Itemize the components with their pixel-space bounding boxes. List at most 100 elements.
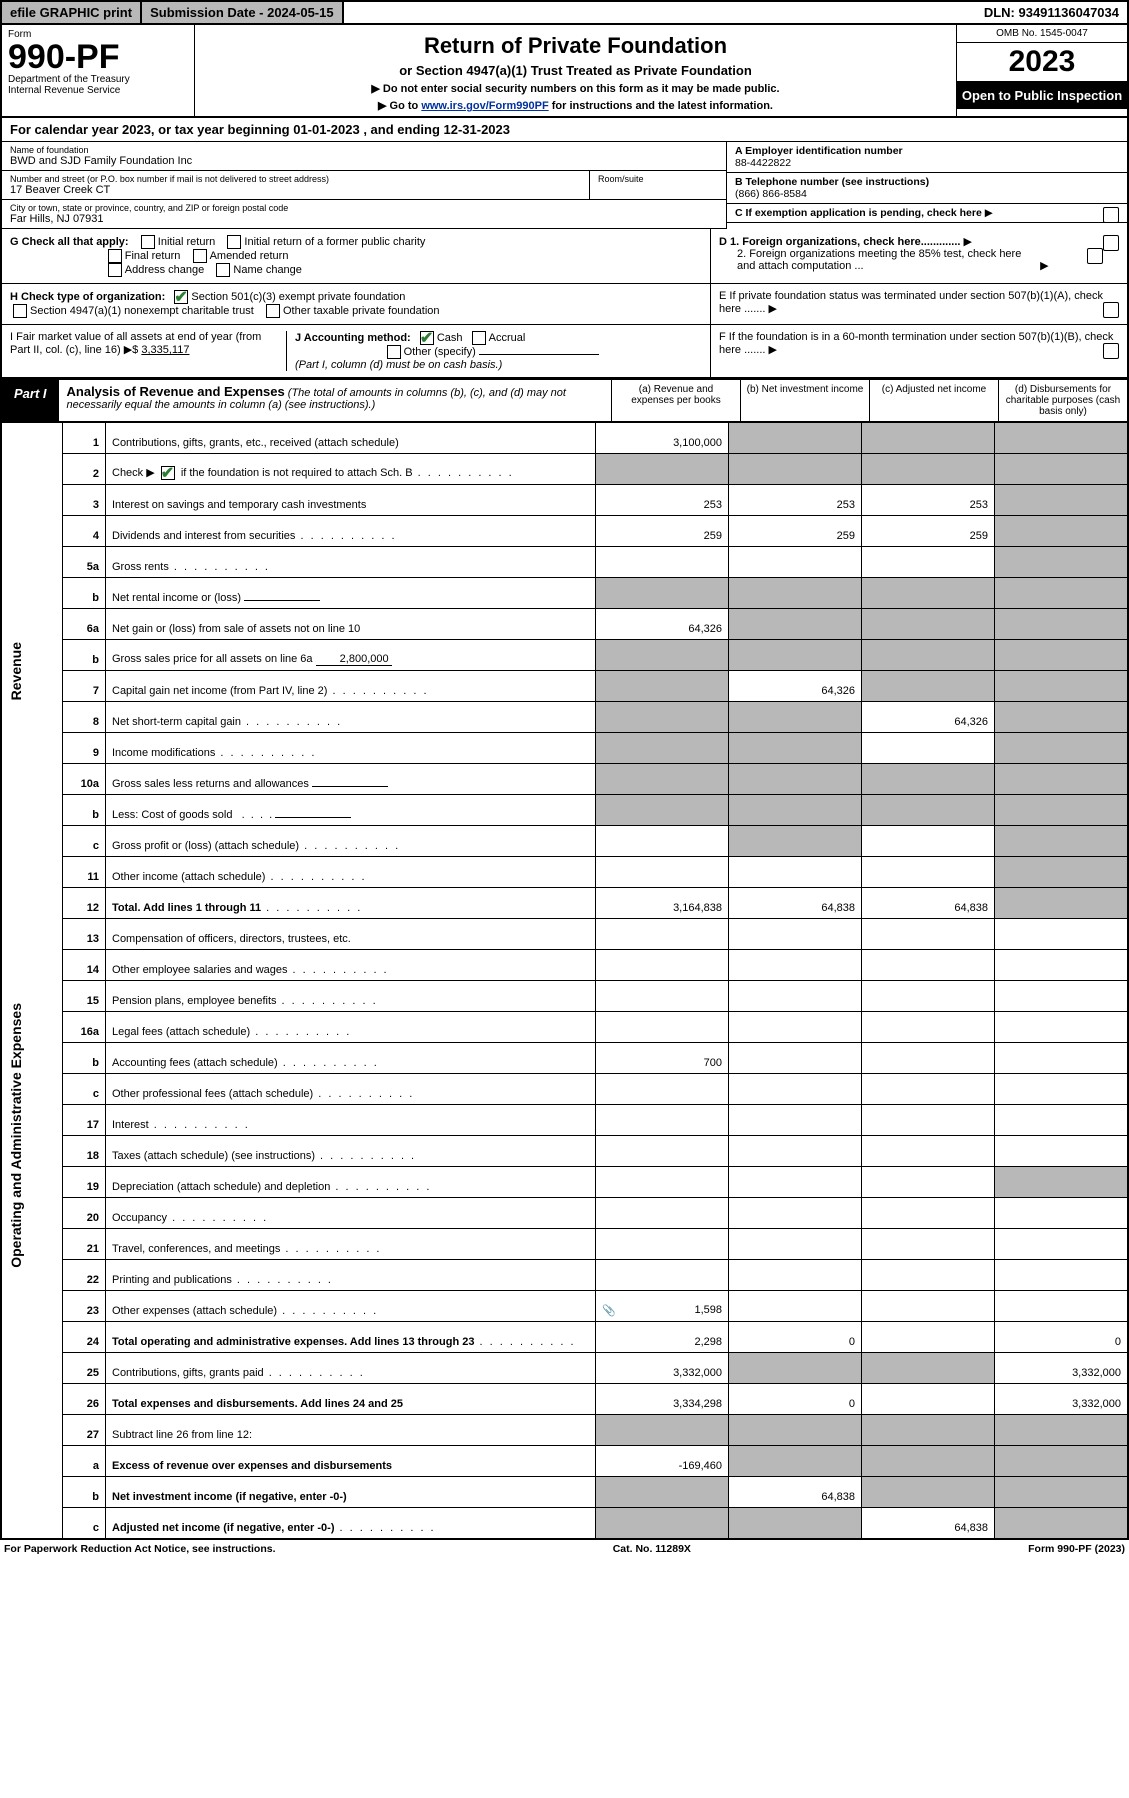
arrow-icon: ▶ xyxy=(769,303,777,315)
table-row: 27Subtract line 26 from line 12: xyxy=(1,1415,1128,1446)
table-row: 21Travel, conferences, and meetings xyxy=(1,1229,1128,1260)
instructions-link[interactable]: www.irs.gov/Form990PF xyxy=(421,100,548,112)
amt-b xyxy=(729,640,862,671)
d2-label: 2. Foreign organizations meeting the 85%… xyxy=(737,248,1037,272)
h-o3: Other taxable private foundation xyxy=(283,305,440,317)
phone-label: B Telephone number (see instructions) xyxy=(735,176,1119,188)
line-number: b xyxy=(63,795,106,826)
attachment-icon[interactable]: 📎 xyxy=(602,1304,616,1317)
line-desc: Depreciation (attach schedule) and deple… xyxy=(106,1167,596,1198)
amended-return-checkbox[interactable] xyxy=(193,249,207,263)
table-row: 9 Income modifications xyxy=(1,733,1128,764)
ein-value: 88-4422822 xyxy=(735,157,1119,169)
dln: DLN: 93491136047034 xyxy=(976,2,1127,23)
note2-post: for instructions and the latest informat… xyxy=(549,100,773,112)
table-row: 5a Gross rents xyxy=(1,547,1128,578)
open-public-inspection: Open to Public Inspection xyxy=(957,82,1127,109)
name-change-checkbox[interactable] xyxy=(216,263,230,277)
amt-c xyxy=(862,857,995,888)
amt-d xyxy=(995,826,1129,857)
page-footer: For Paperwork Reduction Act Notice, see … xyxy=(0,1540,1129,1558)
table-row: 24Total operating and administrative exp… xyxy=(1,1322,1128,1353)
final-return-checkbox[interactable] xyxy=(108,249,122,263)
address-change-checkbox[interactable] xyxy=(108,263,122,277)
col-a-header: (a) Revenue and expenses per books xyxy=(612,380,741,421)
table-row: 19Depreciation (attach schedule) and dep… xyxy=(1,1167,1128,1198)
table-row: c Gross profit or (loss) (attach schedul… xyxy=(1,826,1128,857)
amt-d xyxy=(995,671,1129,702)
initial-public-checkbox[interactable] xyxy=(227,235,241,249)
amt-d xyxy=(995,609,1129,640)
f-checkbox[interactable] xyxy=(1103,343,1119,359)
amt-d xyxy=(995,516,1129,547)
other-taxable-checkbox[interactable] xyxy=(266,304,280,318)
room-label: Room/suite xyxy=(598,174,718,184)
table-row: 12 Total. Add lines 1 through 11 3,164,8… xyxy=(1,888,1128,919)
amt-a: 253 xyxy=(596,485,729,516)
line-number: 20 xyxy=(63,1198,106,1229)
amt-c xyxy=(862,423,995,454)
other-method-checkbox[interactable] xyxy=(387,345,401,359)
amt-b xyxy=(729,857,862,888)
g-label: G Check all that apply: xyxy=(10,236,129,248)
phone-cell: B Telephone number (see instructions) (8… xyxy=(727,173,1127,204)
cat-number: Cat. No. 11289X xyxy=(613,1543,691,1555)
line-desc: Less: Cost of goods sold . . . . xyxy=(106,795,596,826)
line-desc: Gross rents xyxy=(106,547,596,578)
line-desc: Other employee salaries and wages xyxy=(106,950,596,981)
accrual-checkbox[interactable] xyxy=(472,331,486,345)
line-desc: Income modifications xyxy=(106,733,596,764)
d2-checkbox[interactable] xyxy=(1087,248,1103,264)
line-desc: Total. Add lines 1 through 11 xyxy=(106,888,596,919)
line-desc: Accounting fees (attach schedule) xyxy=(106,1043,596,1074)
form-container: efile GRAPHIC print Submission Date - 20… xyxy=(0,0,1129,1558)
line-number: 21 xyxy=(63,1229,106,1260)
table-row: 23Other expenses (attach schedule)📎1,598 xyxy=(1,1291,1128,1322)
amt-c xyxy=(862,609,995,640)
line-desc: Other income (attach schedule) xyxy=(106,857,596,888)
initial-return-checkbox[interactable] xyxy=(141,235,155,249)
amt-c: 64,838 xyxy=(862,888,995,919)
foundation-name-cell: Name of foundation BWD and SJD Family Fo… xyxy=(2,142,726,171)
amt-a xyxy=(596,826,729,857)
amt-a: 700 xyxy=(596,1043,729,1074)
arrow-icon: ▶ xyxy=(1040,260,1048,272)
table-row: 20Occupancy xyxy=(1,1198,1128,1229)
entity-left: Name of foundation BWD and SJD Family Fo… xyxy=(2,142,727,229)
note2-pre: ▶ Go to xyxy=(378,100,421,112)
line-number: 9 xyxy=(63,733,106,764)
submission-date: Submission Date - 2024-05-15 xyxy=(142,2,344,23)
amt-c xyxy=(862,671,995,702)
line-number: 8 xyxy=(63,702,106,733)
efile-print-label[interactable]: efile GRAPHIC print xyxy=(2,2,142,23)
e-checkbox[interactable] xyxy=(1103,302,1119,318)
amt-c xyxy=(862,795,995,826)
dept-label: Department of the Treasury xyxy=(8,74,188,85)
blank-side xyxy=(1,1353,63,1540)
g-o2: Initial return of a former public charit… xyxy=(244,236,425,248)
501c3-checkbox[interactable] xyxy=(174,290,188,304)
city-label: City or town, state or province, country… xyxy=(10,203,718,213)
amt-b: 0 xyxy=(729,1384,862,1415)
line-number: b xyxy=(63,1043,106,1074)
g-o4: Amended return xyxy=(210,250,289,262)
mid-section: G Check all that apply: Initial return I… xyxy=(0,229,1129,378)
c-checkbox[interactable] xyxy=(1103,207,1119,223)
line-number: 18 xyxy=(63,1136,106,1167)
line-desc: Other expenses (attach schedule) xyxy=(106,1291,596,1322)
d1-checkbox[interactable] xyxy=(1103,235,1119,251)
4947-checkbox[interactable] xyxy=(13,304,27,318)
table-row: 22Printing and publications xyxy=(1,1260,1128,1291)
amt-c: 64,838 xyxy=(862,1508,995,1540)
arrow-icon: ▶ xyxy=(985,207,993,219)
table-row: bAccounting fees (attach schedule)700 xyxy=(1,1043,1128,1074)
line-desc: Net gain or (loss) from sale of assets n… xyxy=(106,609,596,640)
schB-checkbox[interactable] xyxy=(161,466,175,480)
foundation-name: BWD and SJD Family Foundation Inc xyxy=(10,155,718,167)
g-o6: Name change xyxy=(233,264,302,276)
line-desc: Total expenses and disbursements. Add li… xyxy=(106,1384,596,1415)
line-desc: Interest xyxy=(106,1105,596,1136)
line-desc: Other professional fees (attach schedule… xyxy=(106,1074,596,1105)
instructions-note: ▶ Go to www.irs.gov/Form990PF for instru… xyxy=(205,99,946,112)
cash-checkbox[interactable] xyxy=(420,331,434,345)
